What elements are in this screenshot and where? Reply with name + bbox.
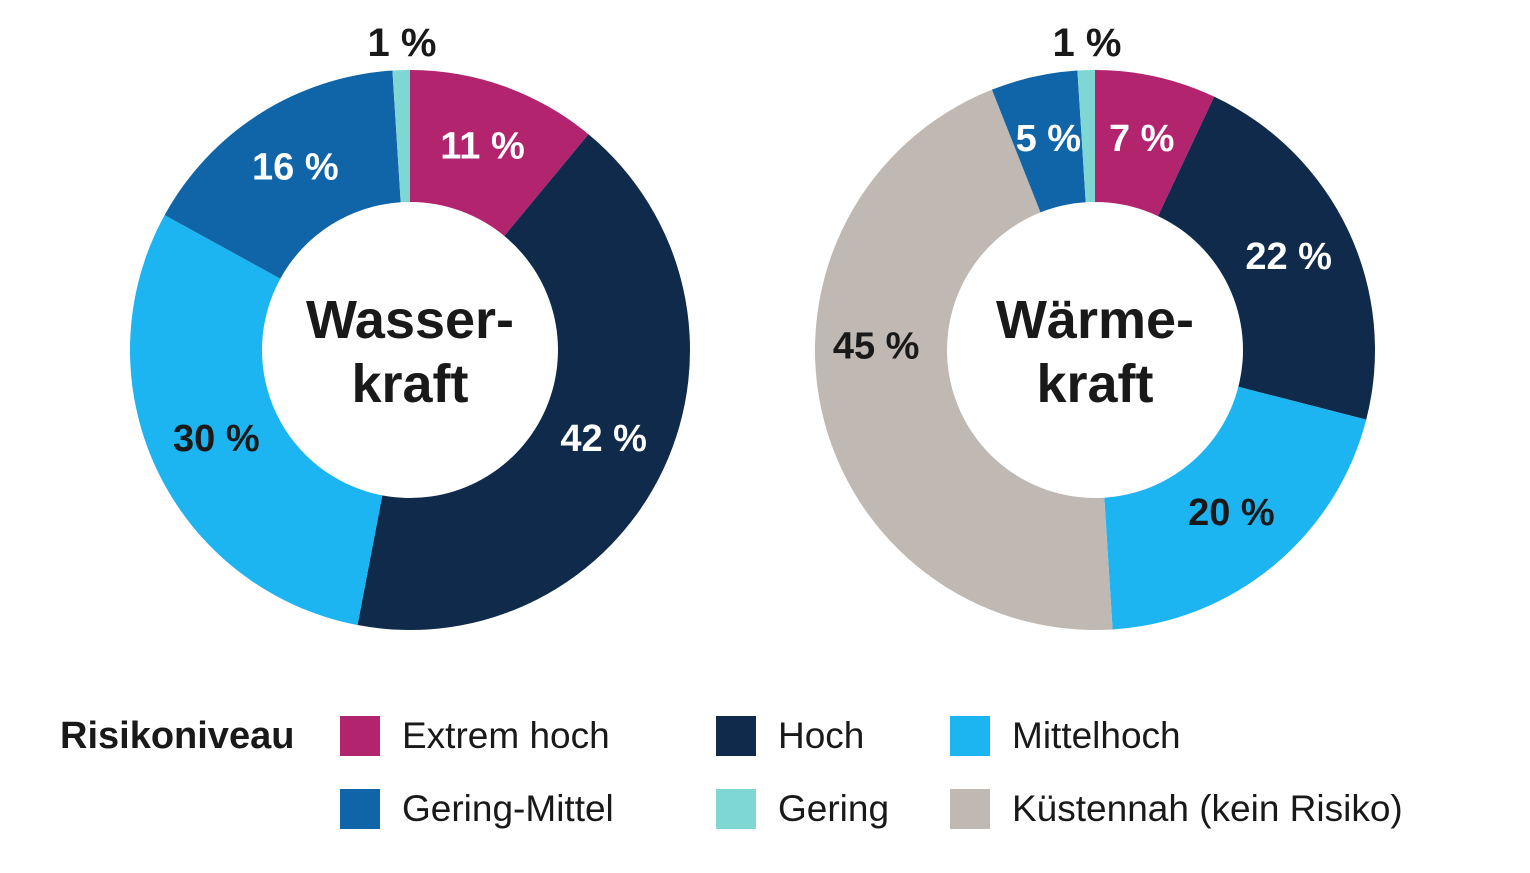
legend-label: Hoch — [778, 715, 865, 756]
donut-slice-hoch — [1158, 96, 1375, 420]
legend-swatch-küstennah-kein-risiko — [950, 789, 990, 829]
donut-center-title-line: Wärme- — [996, 290, 1194, 350]
slice-value-label: 42 % — [560, 418, 647, 460]
legend-item-küstennah-kein-risiko: Küstennah (kein Risiko) — [950, 788, 1500, 830]
legend-item-hoch: Hoch — [716, 715, 950, 757]
donut-slice-gering-mittel — [991, 70, 1086, 213]
legend-label: Gering-Mittel — [402, 788, 614, 829]
donut-chart-waermekraft: 7 % 22 % 20 % 45 % 5 % 1 % Wärme-kraft — [775, 0, 1415, 665]
donut-center-title-line: Wasser- — [306, 290, 514, 350]
slice-value-label: 22 % — [1245, 236, 1332, 278]
slice-value-label: 30 % — [173, 418, 260, 460]
legend-title: Risikoniveau — [60, 715, 295, 757]
legend-label: Küstennah (kein Risiko) — [1012, 788, 1403, 829]
legend-label: Mittelhoch — [1012, 715, 1181, 756]
donut-svg-wärmekraft: 7 % 22 % 20 % 45 % 5 % 1 % Wärme-kraft — [814, 21, 1375, 631]
slice-value-label: 11 % — [440, 126, 525, 168]
donut-slice-mittelhoch — [129, 215, 383, 626]
donut-slice-extrem-hoch — [1095, 70, 1215, 217]
donut-slice-extrem-hoch — [410, 70, 589, 236]
donut-chart-wasserkraft: 11 % 42 % 30 % 16 % 1 % Wasser-kraft — [90, 0, 730, 665]
donut-slice-hoch — [357, 134, 690, 630]
donut-slice-gering — [392, 70, 410, 203]
donut-slice-mittelhoch — [1104, 386, 1367, 630]
donut-slice-gering-mittel — [164, 70, 401, 279]
donut-svg-wasserkraft: 11 % 42 % 30 % 16 % 1 % Wasser-kraft — [129, 21, 690, 630]
donut-center-title-line: kraft — [1036, 354, 1153, 414]
legend-swatch-extrem-hoch — [340, 716, 380, 756]
slice-value-label: 1 % — [368, 21, 437, 65]
legend-swatch-mittelhoch — [950, 716, 990, 756]
slice-value-label: 16 % — [252, 146, 339, 188]
donut-slice-gering — [1077, 70, 1095, 203]
legend-swatch-gering — [716, 789, 756, 829]
legend-label: Extrem hoch — [402, 715, 610, 756]
legend-item-extrem-hoch: Extrem hoch — [340, 715, 716, 757]
legend-label: Gering — [778, 788, 890, 829]
legend-swatch-gering-mittel — [340, 789, 380, 829]
donut-center-title-line: kraft — [351, 354, 468, 414]
legend-item-gering: Gering — [716, 788, 950, 830]
slice-value-label: 5 % — [1016, 118, 1081, 160]
legend: Risikoniveau Extrem hoch Hoch Mittelhoch Ge… — [60, 710, 1500, 830]
slice-value-label: 45 % — [833, 326, 920, 368]
legend-item-gering-mittel: Gering-Mittel — [340, 788, 716, 830]
legend-item-mittelhoch: Mittelhoch — [950, 715, 1500, 757]
slice-value-label: 20 % — [1188, 492, 1275, 534]
legend-swatch-hoch — [716, 716, 756, 756]
slice-value-label: 7 % — [1109, 118, 1174, 160]
donut-slice-küstennah-kein-risiko — [814, 89, 1113, 631]
slice-value-label: 1 % — [1053, 21, 1122, 65]
